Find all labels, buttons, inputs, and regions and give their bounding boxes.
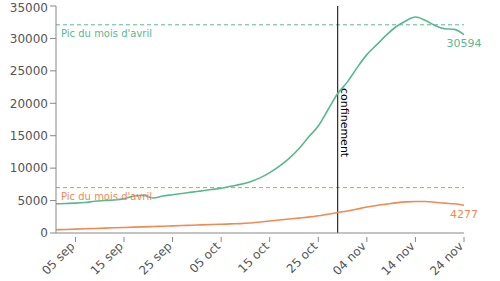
svg-text:10000: 10000	[10, 161, 48, 175]
svg-text:30000: 30000	[10, 32, 48, 46]
svg-text:04 nov: 04 nov	[330, 239, 369, 278]
svg-text:05 oct: 05 oct	[187, 239, 224, 276]
svg-text:5000: 5000	[17, 194, 48, 208]
svg-text:confinement: confinement	[338, 88, 351, 158]
svg-text:05 sep: 05 sep	[39, 239, 77, 277]
svg-text:30594: 30594	[447, 37, 482, 50]
svg-text:25000: 25000	[10, 64, 48, 78]
svg-text:0: 0	[40, 226, 48, 240]
svg-text:15 oct: 15 oct	[235, 239, 272, 276]
svg-text:20000: 20000	[10, 97, 48, 111]
svg-text:25 sep: 25 sep	[136, 239, 174, 277]
svg-text:4277: 4277	[450, 208, 478, 221]
svg-text:15 sep: 15 sep	[88, 239, 126, 277]
svg-text:15000: 15000	[10, 129, 48, 143]
svg-text:Pic du mois d'avril: Pic du mois d'avril	[61, 191, 152, 202]
svg-text:35000: 35000	[10, 1, 48, 15]
svg-text:14 nov: 14 nov	[379, 239, 418, 278]
svg-text:24 nov: 24 nov	[427, 239, 466, 278]
svg-text:Pic du mois d'avril: Pic du mois d'avril	[61, 28, 152, 39]
svg-text:25 oct: 25 oct	[284, 239, 321, 276]
